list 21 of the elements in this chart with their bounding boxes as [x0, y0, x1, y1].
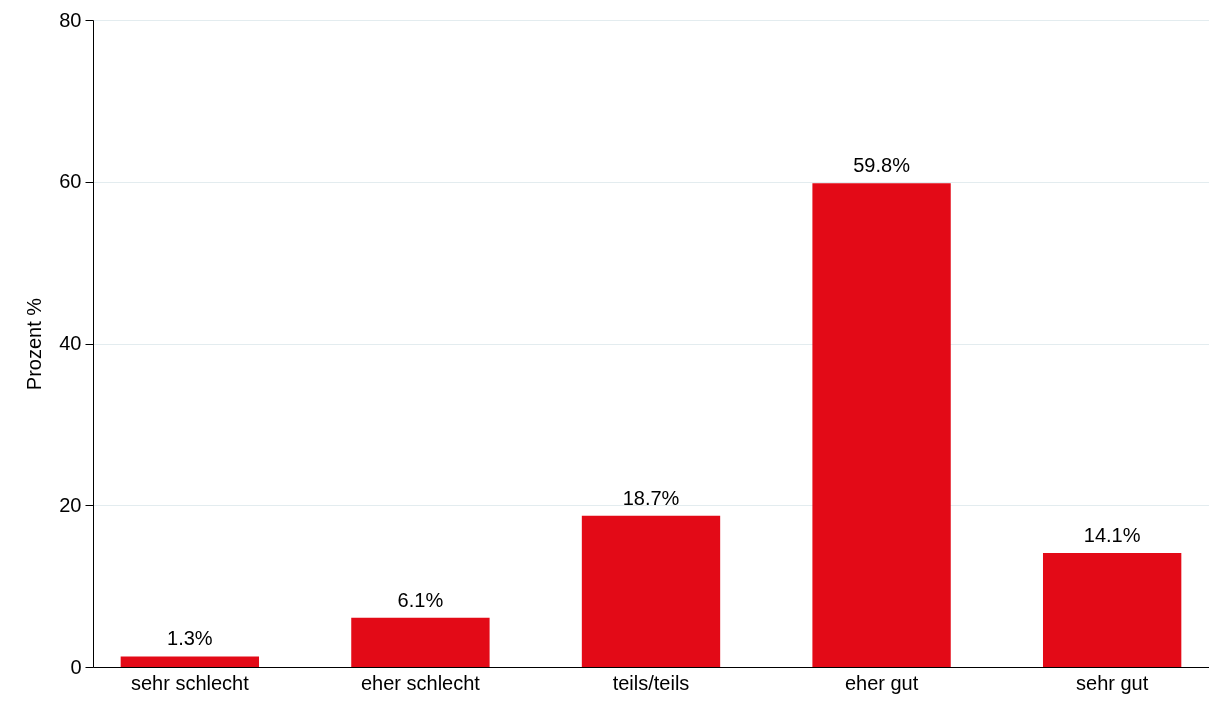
bar — [581, 515, 721, 667]
bar — [812, 183, 951, 667]
x-tick-label: eher gut — [844, 671, 919, 694]
x-tick-label: sehr gut — [1076, 671, 1149, 694]
bar — [351, 617, 490, 667]
data-label: 59.8% — [853, 154, 911, 177]
x-tick-label: sehr schlecht — [130, 671, 250, 694]
bar — [120, 656, 260, 667]
data-label: 6.1% — [397, 588, 444, 611]
y-tick-label: 60 — [59, 170, 82, 193]
y-axis-title: Prozent % — [23, 297, 46, 391]
y-tick-label: 20 — [59, 493, 82, 516]
data-label: 18.7% — [622, 486, 680, 509]
y-tick-label: 80 — [59, 8, 82, 31]
data-label: 14.1% — [1083, 523, 1141, 546]
x-tick-label: teils/teils — [612, 671, 690, 694]
x-tick-label: eher schlecht — [360, 671, 481, 694]
bar — [1042, 552, 1182, 667]
y-tick-label: 0 — [70, 655, 82, 678]
data-label: 1.3% — [167, 627, 213, 650]
y-tick-label: 40 — [59, 332, 82, 354]
